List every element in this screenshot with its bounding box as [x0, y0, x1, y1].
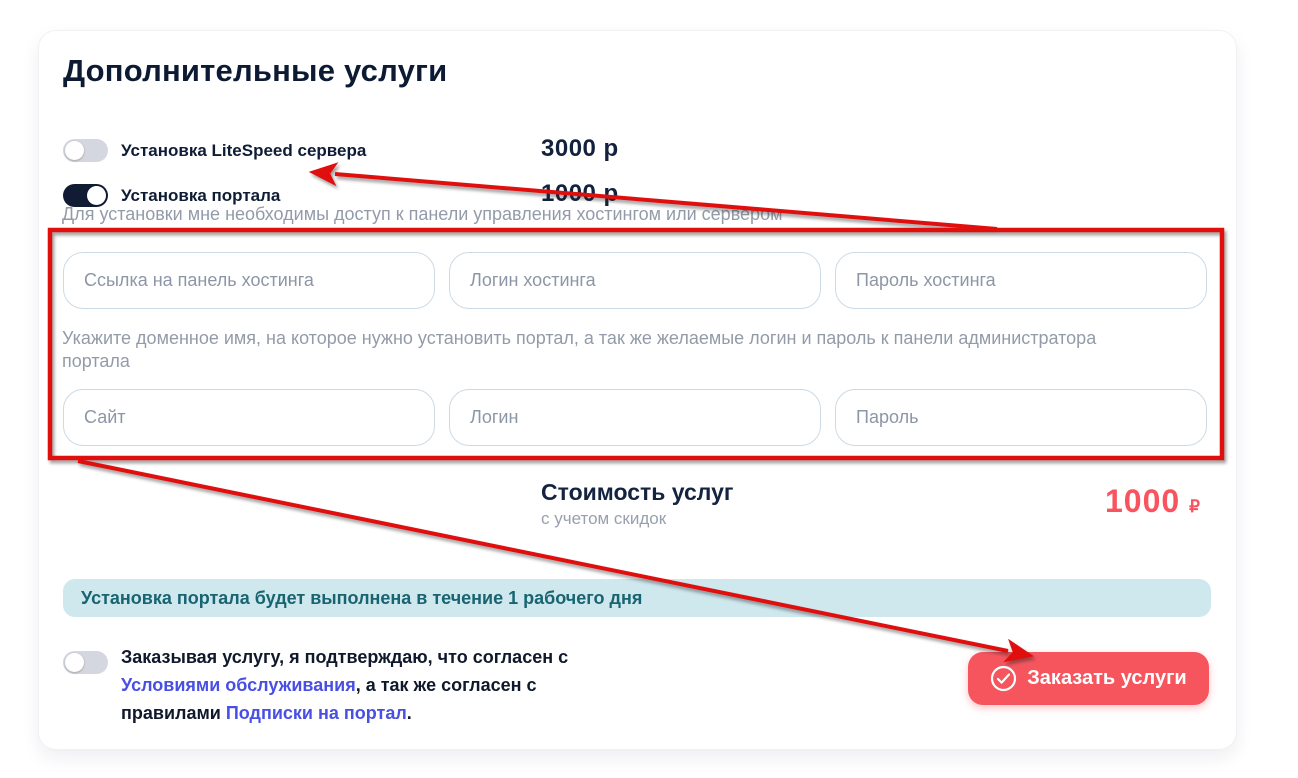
- toggle-knob: [65, 653, 84, 672]
- additional-services-card: Дополнительные услуги Установка LiteSpee…: [38, 30, 1237, 750]
- order-button-label: Заказать услуги: [1027, 667, 1187, 689]
- hosting-password-input[interactable]: [835, 252, 1207, 309]
- ruble-sign: ₽: [1189, 497, 1200, 516]
- service-row-litespeed: Установка LiteSpeed сервера 3000 р: [63, 135, 1213, 167]
- agreement-text: Заказывая услугу, я подтверждаю, что сог…: [121, 643, 593, 727]
- install-time-notice-banner: Установка портала будет выполнена в тече…: [63, 579, 1211, 617]
- portal-fields-row: [63, 389, 1209, 446]
- cost-summary-subtitle: с учетом скидок: [541, 509, 667, 528]
- cost-summary-title: Стоимость услуг: [541, 479, 734, 505]
- toggle-knob: [87, 186, 106, 205]
- service-label: Установка портала: [121, 186, 281, 205]
- agreement-prefix: Заказывая услугу, я подтверждаю, что сог…: [121, 647, 569, 667]
- portal-subscription-link[interactable]: Подписки на портал: [225, 703, 407, 723]
- hosting-access-helper-text: Для установки мне необходимы доступ к па…: [62, 204, 783, 224]
- terms-of-service-link[interactable]: Условиями обслуживания: [121, 675, 356, 695]
- total-price: 1000 ₽: [1105, 483, 1200, 520]
- portal-password-input[interactable]: [835, 389, 1207, 446]
- agreement-suffix: .: [406, 703, 412, 723]
- litespeed-toggle[interactable]: [63, 139, 108, 162]
- agreement-toggle[interactable]: [63, 651, 108, 674]
- portal-domain-helper-text: Укажите доменное имя, на которое нужно у…: [62, 328, 1097, 372]
- toggle-knob: [65, 141, 84, 160]
- total-amount: 1000: [1104, 483, 1181, 519]
- cost-summary: Стоимость услуг с учетом скидок: [541, 479, 734, 529]
- page-title: Дополнительные услуги: [63, 53, 448, 88]
- portal-site-input[interactable]: [63, 389, 435, 446]
- portal-toggle[interactable]: [63, 184, 108, 207]
- check-circle-icon: [991, 665, 1017, 692]
- portal-login-input[interactable]: [449, 389, 821, 446]
- service-price: 3000 р: [541, 135, 619, 162]
- hosting-panel-url-input[interactable]: [63, 252, 435, 309]
- service-label: Установка LiteSpeed сервера: [121, 141, 367, 160]
- agreement-middle: , а так же согласен с правилами: [121, 675, 537, 723]
- agreement-block: Заказывая услугу, я подтверждаю, что сог…: [63, 643, 623, 727]
- hosting-fields-row: [63, 252, 1209, 309]
- hosting-login-input[interactable]: [449, 252, 821, 309]
- order-services-button[interactable]: Заказать услуги: [968, 652, 1209, 705]
